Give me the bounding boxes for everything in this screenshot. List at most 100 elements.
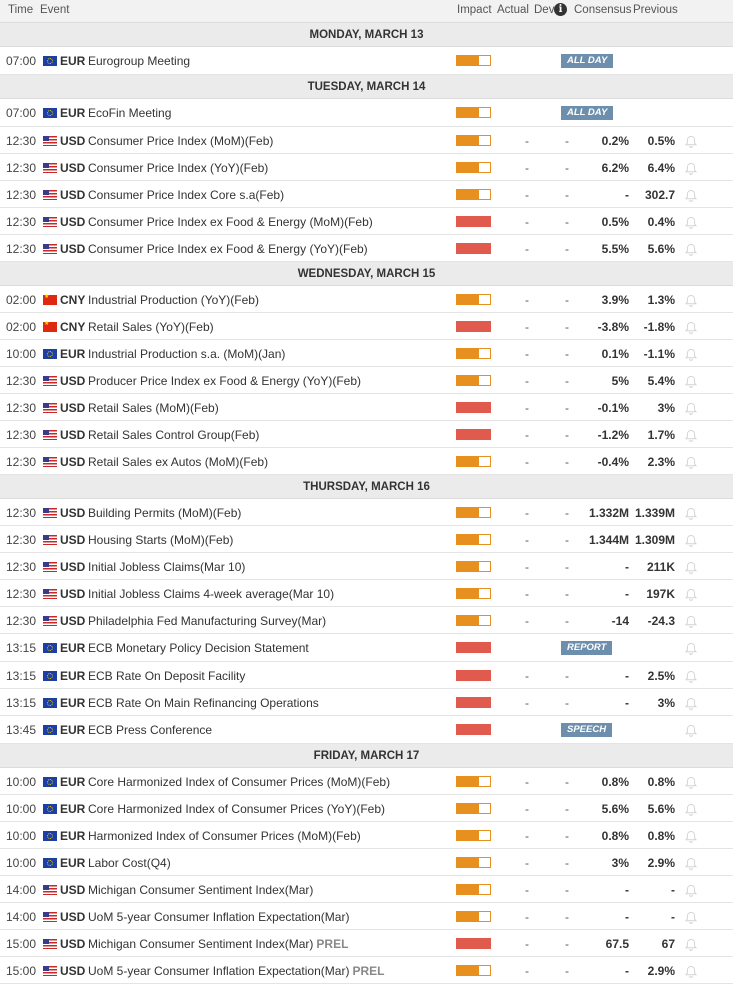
event-row[interactable]: 10:00 EUR Harmonized Index of Consumer Pri…	[0, 822, 733, 849]
info-icon[interactable]: i	[554, 3, 567, 16]
event-name[interactable]: Producer Price Index ex Food & Energy (Y…	[88, 374, 361, 388]
bell-icon[interactable]	[684, 162, 698, 176]
event-name[interactable]: Housing Starts (MoM)(Feb)	[88, 533, 233, 547]
bell-icon[interactable]	[684, 243, 698, 257]
event-name-text[interactable]: Consumer Price Index ex Food & Energy (M…	[88, 215, 373, 229]
event-name[interactable]: Harmonized Index of Consumer Prices (MoM…	[88, 829, 361, 843]
event-name-text[interactable]: ECB Rate On Main Refinancing Operations	[88, 696, 319, 710]
event-row[interactable]: 10:00 EUR Industrial Production s.a. (MoM)…	[0, 340, 733, 367]
event-name[interactable]: Initial Jobless Claims(Mar 10)	[88, 560, 245, 574]
bell-icon[interactable]	[684, 534, 698, 548]
event-name-text[interactable]: Producer Price Index ex Food & Energy (Y…	[88, 374, 362, 388]
header-previous[interactable]: Previous	[633, 4, 678, 16]
event-row[interactable]: 12:30 USD Retail Sales ex Autos (MoM)(Feb)…	[0, 448, 733, 475]
event-row[interactable]: 12:30 USD Consumer Price Index (YoY)(Feb) -…	[0, 154, 733, 181]
event-name[interactable]: Core Harmonized Index of Consumer Prices…	[88, 775, 390, 789]
event-row[interactable]: 12:30 USD Producer Price Index ex Food & E…	[0, 367, 733, 394]
event-name-text[interactable]: Housing Starts (MoM)(Feb)	[88, 533, 234, 547]
event-row[interactable]: 10:00 EUR Core Harmonized Index of Consume…	[0, 795, 733, 822]
event-row[interactable]: 15:00 USD Michigan Consumer Sentiment Inde…	[0, 930, 733, 957]
event-name-text[interactable]: Michigan Consumer Sentiment Index(Mar)	[88, 883, 314, 897]
bell-icon[interactable]	[684, 803, 698, 817]
bell-icon[interactable]	[684, 965, 698, 979]
bell-icon[interactable]	[684, 938, 698, 952]
bell-icon[interactable]	[684, 642, 698, 656]
event-row[interactable]: 12:30 USD Philadelphia Fed Manufacturing S…	[0, 607, 733, 634]
event-row[interactable]: 12:30 USD Retail Sales (MoM)(Feb) - - -0.1% 3%	[0, 394, 733, 421]
event-name[interactable]: Retail Sales (MoM)(Feb)	[88, 401, 219, 415]
event-row[interactable]: 12:30 USD Consumer Price Index ex Food & E…	[0, 235, 733, 262]
event-name-text[interactable]: Initial Jobless Claims(Mar 10)	[88, 560, 246, 574]
bell-icon[interactable]	[684, 402, 698, 416]
event-name[interactable]: Labor Cost(Q4)	[88, 856, 171, 870]
event-name-text[interactable]: ECB Monetary Policy Decision Statement	[88, 641, 309, 655]
bell-icon[interactable]	[684, 321, 698, 335]
event-row[interactable]: 12:30 USD Initial Jobless Claims(Mar 10) - -…	[0, 553, 733, 580]
event-row[interactable]: 15:00 USD UoM 5-year Consumer Inflation Ex…	[0, 957, 733, 984]
event-name[interactable]: ECB Rate On Main Refinancing Operations	[88, 696, 319, 710]
bell-icon[interactable]	[684, 697, 698, 711]
event-row[interactable]: 13:15 EUR ECB Rate On Deposit Facility - - - 2…	[0, 662, 733, 689]
event-name-text[interactable]: Retail Sales (YoY)(Feb)	[88, 320, 214, 334]
event-row[interactable]: 12:30 USD Consumer Price Index Core s.a(Fe…	[0, 181, 733, 208]
event-row[interactable]: 12:30 USD Building Permits (MoM)(Feb) - - 1.3…	[0, 499, 733, 526]
event-row[interactable]: 07:00 EUR Eurogroup Meeting ALL DAY	[0, 47, 733, 75]
event-name-text[interactable]: Eurogroup Meeting	[88, 54, 191, 68]
event-name-text[interactable]: Initial Jobless Claims 4-week average(Ma…	[88, 587, 335, 601]
event-name-text[interactable]: Retail Sales Control Group(Feb)	[88, 428, 260, 442]
bell-icon[interactable]	[684, 507, 698, 521]
event-row[interactable]: 07:00 EUR EcoFin Meeting ALL DAY	[0, 99, 733, 127]
event-row[interactable]: 12:30 USD Consumer Price Index ex Food & E…	[0, 208, 733, 235]
event-name-text[interactable]: Retail Sales (MoM)(Feb)	[88, 401, 219, 415]
event-name-text[interactable]: ECB Press Conference	[88, 723, 213, 737]
event-name[interactable]: Retail Sales (YoY)(Feb)	[88, 320, 214, 334]
event-name-text[interactable]: Michigan Consumer Sentiment Index(Mar)	[88, 937, 314, 951]
bell-icon[interactable]	[684, 456, 698, 470]
event-row[interactable]: 10:00 EUR Labor Cost(Q4) - - 3% 2.9%	[0, 849, 733, 876]
bell-icon[interactable]	[684, 724, 698, 738]
event-row[interactable]: 14:00 USD Michigan Consumer Sentiment Inde…	[0, 876, 733, 903]
event-name[interactable]: ECB Press Conference	[88, 723, 212, 737]
event-row[interactable]: 12:30 USD Housing Starts (MoM)(Feb) - - 1.344…	[0, 526, 733, 553]
event-name-text[interactable]: Consumer Price Index (MoM)(Feb)	[88, 134, 274, 148]
event-row[interactable]: 13:15 EUR ECB Monetary Policy Decision Sta…	[0, 634, 733, 662]
event-name[interactable]: Retail Sales ex Autos (MoM)(Feb)	[88, 455, 268, 469]
event-name[interactable]: Consumer Price Index (YoY)(Feb)	[88, 161, 268, 175]
bell-icon[interactable]	[684, 216, 698, 230]
bell-icon[interactable]	[684, 830, 698, 844]
event-name[interactable]: UoM 5-year Consumer Inflation Expectatio…	[88, 910, 349, 924]
event-name[interactable]: Michigan Consumer Sentiment Index(Mar) PR…	[88, 937, 348, 951]
event-name-text[interactable]: ECB Rate On Deposit Facility	[88, 669, 246, 683]
event-name[interactable]: Eurogroup Meeting	[88, 54, 190, 68]
bell-icon[interactable]	[684, 884, 698, 898]
event-name[interactable]: Consumer Price Index (MoM)(Feb)	[88, 134, 273, 148]
event-name-text[interactable]: UoM 5-year Consumer Inflation Expectatio…	[88, 910, 350, 924]
header-time[interactable]: Time	[8, 4, 34, 16]
bell-icon[interactable]	[684, 189, 698, 203]
event-name[interactable]: Industrial Production (YoY)(Feb)	[88, 293, 259, 307]
bell-icon[interactable]	[684, 375, 698, 389]
event-name[interactable]: Industrial Production s.a. (MoM)(Jan)	[88, 347, 285, 361]
event-row[interactable]: 12:30 USD Initial Jobless Claims 4-week av…	[0, 580, 733, 607]
bell-icon[interactable]	[684, 135, 698, 149]
bell-icon[interactable]	[684, 911, 698, 925]
event-name-text[interactable]: Industrial Production s.a. (MoM)(Jan)	[88, 347, 286, 361]
event-name[interactable]: Initial Jobless Claims 4-week average(Ma…	[88, 587, 334, 601]
event-row[interactable]: 12:30 USD Consumer Price Index (MoM)(Feb) -…	[0, 127, 733, 154]
event-name-text[interactable]: Retail Sales ex Autos (MoM)(Feb)	[88, 455, 269, 469]
event-name[interactable]: Consumer Price Index ex Food & Energy (Y…	[88, 242, 368, 256]
event-name[interactable]: Michigan Consumer Sentiment Index(Mar)	[88, 883, 313, 897]
event-name-text[interactable]: Harmonized Index of Consumer Prices (MoM…	[88, 829, 361, 843]
event-name[interactable]: EcoFin Meeting	[88, 106, 171, 120]
event-name[interactable]: Consumer Price Index ex Food & Energy (M…	[88, 215, 373, 229]
event-name[interactable]: ECB Monetary Policy Decision Statement	[88, 641, 309, 655]
event-name-text[interactable]: Core Harmonized Index of Consumer Prices…	[88, 802, 386, 816]
event-name-text[interactable]: Labor Cost(Q4)	[88, 856, 171, 870]
bell-icon[interactable]	[684, 776, 698, 790]
event-name-text[interactable]: Consumer Price Index ex Food & Energy (Y…	[88, 242, 368, 256]
event-name[interactable]: UoM 5-year Consumer Inflation Expectatio…	[88, 964, 384, 978]
bell-icon[interactable]	[684, 294, 698, 308]
bell-icon[interactable]	[684, 348, 698, 362]
event-name[interactable]: Philadelphia Fed Manufacturing Survey(Ma…	[88, 614, 326, 628]
